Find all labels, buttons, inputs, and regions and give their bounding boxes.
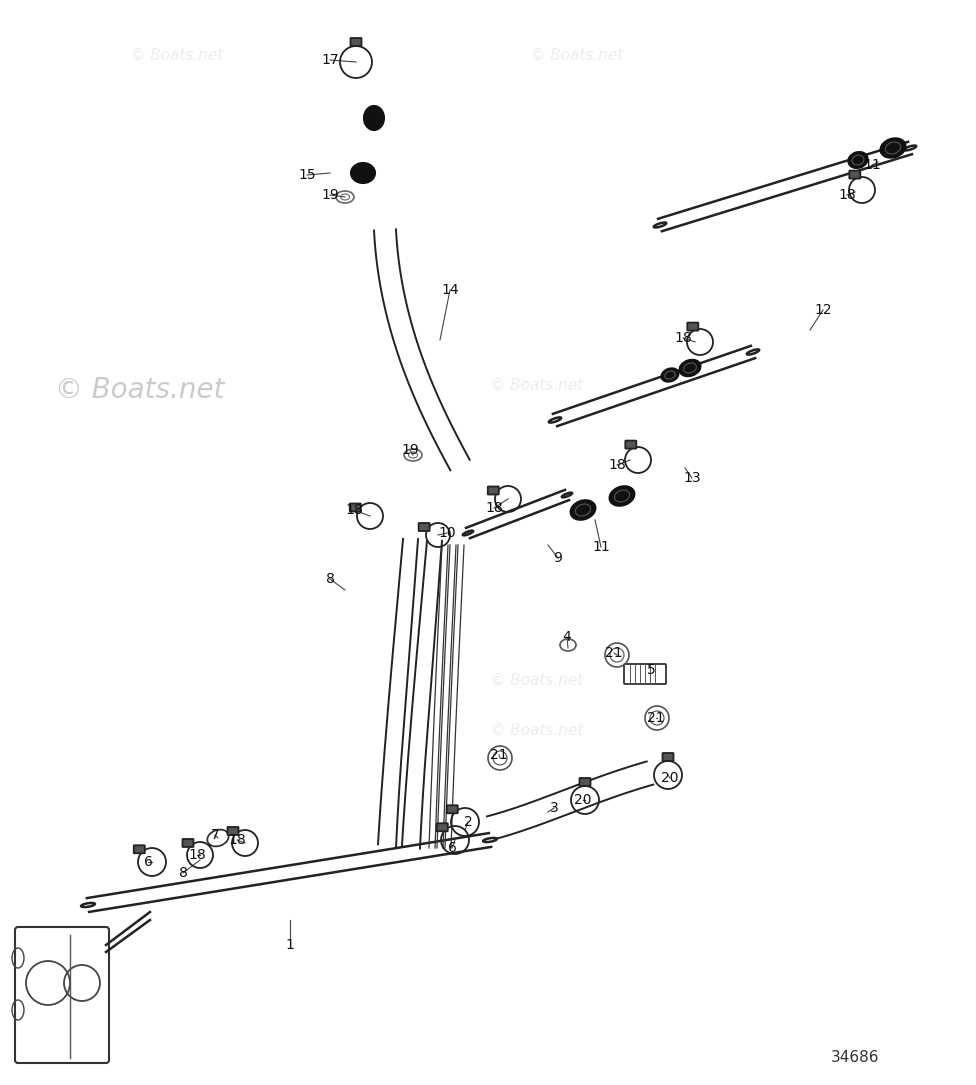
Text: 1: 1	[286, 939, 295, 952]
FancyBboxPatch shape	[419, 523, 429, 531]
Text: 20: 20	[662, 771, 678, 786]
Ellipse shape	[615, 490, 630, 502]
FancyBboxPatch shape	[447, 805, 458, 814]
FancyBboxPatch shape	[349, 503, 361, 511]
Text: 16: 16	[361, 113, 379, 127]
Ellipse shape	[463, 531, 473, 535]
FancyBboxPatch shape	[580, 778, 590, 786]
Text: 11: 11	[592, 540, 610, 554]
Ellipse shape	[885, 142, 901, 154]
Text: 21: 21	[647, 711, 665, 725]
Text: 8: 8	[326, 572, 335, 586]
Ellipse shape	[364, 106, 384, 130]
FancyBboxPatch shape	[624, 664, 666, 684]
Ellipse shape	[483, 838, 497, 842]
Ellipse shape	[904, 145, 916, 151]
Ellipse shape	[81, 903, 95, 907]
FancyBboxPatch shape	[687, 322, 698, 331]
Ellipse shape	[609, 486, 634, 506]
Text: 2: 2	[464, 815, 472, 829]
Text: 3: 3	[549, 801, 558, 815]
Ellipse shape	[562, 493, 572, 497]
Text: 10: 10	[438, 526, 456, 540]
Text: 14: 14	[441, 283, 459, 297]
Text: 21: 21	[490, 748, 508, 762]
Text: 34686: 34686	[831, 1050, 879, 1065]
FancyBboxPatch shape	[15, 927, 109, 1063]
Text: 7: 7	[211, 828, 220, 842]
Text: 18: 18	[608, 458, 626, 472]
Text: 13: 13	[683, 471, 701, 485]
Ellipse shape	[747, 349, 759, 355]
Ellipse shape	[654, 222, 667, 228]
Text: 8: 8	[179, 866, 187, 880]
Text: © Boats.net: © Boats.net	[490, 673, 584, 688]
Text: 6: 6	[143, 855, 152, 869]
Text: 18: 18	[346, 503, 363, 516]
Text: 18: 18	[838, 188, 856, 202]
FancyBboxPatch shape	[227, 827, 238, 835]
Text: © Boats.net: © Boats.net	[530, 48, 624, 63]
FancyBboxPatch shape	[849, 170, 860, 179]
Ellipse shape	[576, 505, 590, 516]
Text: 5: 5	[647, 663, 655, 677]
Ellipse shape	[880, 138, 906, 158]
Text: © Boats.net: © Boats.net	[490, 723, 584, 738]
FancyBboxPatch shape	[437, 824, 448, 831]
Text: 21: 21	[605, 646, 623, 660]
Ellipse shape	[848, 152, 868, 168]
Text: 19: 19	[321, 188, 339, 202]
Text: 12: 12	[814, 303, 832, 317]
FancyBboxPatch shape	[350, 38, 361, 46]
Text: 18: 18	[485, 501, 503, 515]
Text: 18: 18	[188, 848, 206, 861]
FancyBboxPatch shape	[488, 486, 499, 495]
Text: 19: 19	[401, 443, 419, 457]
Text: 15: 15	[299, 168, 316, 182]
Text: 17: 17	[321, 53, 339, 67]
Text: 18: 18	[228, 833, 246, 847]
Text: © Boats.net: © Boats.net	[490, 378, 584, 393]
FancyBboxPatch shape	[134, 845, 144, 853]
Ellipse shape	[570, 500, 595, 520]
Text: 9: 9	[553, 551, 562, 565]
Ellipse shape	[549, 418, 561, 423]
Ellipse shape	[679, 359, 701, 376]
Text: 20: 20	[574, 793, 591, 807]
Ellipse shape	[665, 371, 675, 379]
Ellipse shape	[852, 155, 864, 165]
FancyBboxPatch shape	[183, 839, 193, 847]
FancyBboxPatch shape	[663, 753, 673, 761]
Text: 11: 11	[863, 158, 881, 173]
Ellipse shape	[351, 163, 375, 183]
Text: © Boats.net: © Boats.net	[130, 48, 224, 63]
Text: 4: 4	[562, 630, 571, 644]
Ellipse shape	[683, 363, 697, 373]
Text: © Boats.net: © Boats.net	[55, 376, 224, 404]
Text: 18: 18	[674, 331, 692, 345]
Ellipse shape	[662, 368, 678, 382]
FancyBboxPatch shape	[626, 441, 636, 448]
Text: 6: 6	[448, 841, 457, 855]
